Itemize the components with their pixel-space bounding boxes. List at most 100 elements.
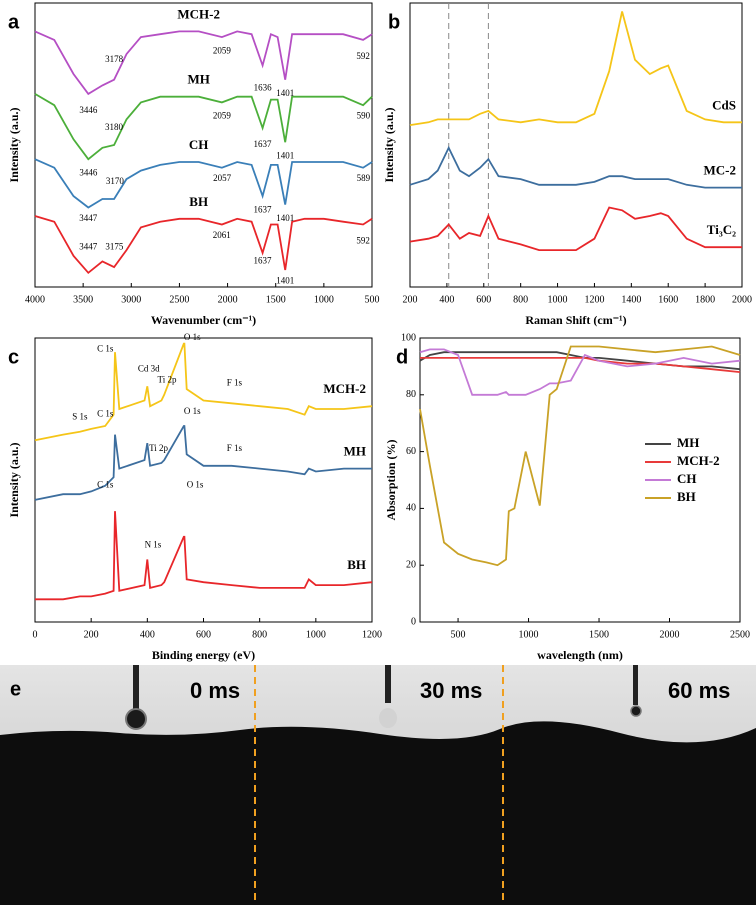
- series-label: MH: [187, 72, 209, 87]
- chart-panel: c 0 200 400 600 800 1000 1200 Binding energy (eV…: [7, 332, 382, 662]
- peak-label: 3447: [79, 213, 98, 223]
- series-line: [34, 93, 373, 161]
- plot-frame: [409, 2, 743, 288]
- peak-label: 2061: [213, 230, 231, 240]
- peak-label: C 1s: [97, 409, 114, 419]
- peak-label: 3180: [105, 122, 124, 132]
- peak-label: 3175: [105, 241, 124, 251]
- x-tick-label: 600: [196, 629, 211, 640]
- peak-label: 3178: [105, 54, 124, 64]
- chart-panel: b 200 400 600 800 1000 1200 1400 1600 1800 2000 Ram…: [382, 2, 752, 327]
- x-tick-label: 400: [140, 629, 155, 640]
- y-tick-label: 100: [401, 332, 416, 343]
- peak-label: S 1s: [72, 412, 88, 422]
- y-axis-title: Intensity (a.u.): [7, 442, 21, 517]
- frame-label: 30 ms: [420, 678, 482, 703]
- y-axis-title: Absorption (%): [384, 439, 398, 520]
- series-label: MCH-2: [323, 381, 366, 396]
- series-line: [409, 206, 742, 251]
- x-tick-label: 800: [513, 294, 528, 305]
- x-tick-label: 1600: [658, 294, 678, 305]
- panel-label: c: [8, 346, 19, 368]
- chart-panel: d 500 1000 1500 2000 2500 0 20 40 60 80 100 waveleng…: [384, 332, 750, 661]
- series-line: [34, 342, 373, 442]
- x-tick-label: 1200: [362, 629, 382, 640]
- needle: [385, 665, 391, 703]
- x-axis-title: Wavenumber (cm⁻¹): [151, 313, 256, 327]
- peak-label: O 1s: [187, 480, 204, 490]
- peak-label: 1636: [254, 82, 273, 92]
- frame-label: 60 ms: [668, 678, 730, 703]
- x-tick-label: 1200: [584, 294, 604, 305]
- x-tick-label: 800: [252, 629, 267, 640]
- series-line: [409, 145, 742, 189]
- peak-label: 1637: [254, 204, 273, 214]
- x-tick-label: 400: [439, 294, 454, 305]
- x-tick-label: 2000: [218, 294, 238, 305]
- peak-label: 2057: [213, 173, 232, 183]
- x-tick-label: 2000: [732, 294, 752, 305]
- x-tick-label: 1800: [695, 294, 715, 305]
- x-tick-label: 500: [451, 629, 466, 640]
- peak-label: 1637: [254, 139, 273, 149]
- legend-label: MH: [677, 435, 699, 450]
- series-label: MC-2: [704, 163, 737, 178]
- x-axis-title: Raman Shift (cm⁻¹): [525, 313, 626, 327]
- series-label: MCH-2: [177, 6, 220, 21]
- chart-panel: a 4000 3500 3000 2500 2000 1500 1000 500 Wavenumb…: [7, 2, 380, 327]
- series-line: [419, 351, 741, 371]
- peak-label: 2059: [213, 111, 232, 121]
- peak-label: F 1s: [227, 443, 243, 453]
- x-tick-label: 200: [403, 294, 418, 305]
- needle: [133, 665, 139, 710]
- series-line: [420, 357, 741, 373]
- y-tick-label: 20: [406, 559, 416, 570]
- y-axis-title: Intensity (a.u.): [7, 107, 21, 182]
- y-axis-title: Intensity (a.u.): [382, 107, 396, 182]
- peak-label: 1401: [276, 275, 294, 285]
- panel-label: e: [10, 678, 21, 700]
- peak-label: Ti 2p: [158, 375, 177, 385]
- peak-label: 1401: [276, 150, 294, 160]
- peak-label: Cd 3d: [138, 363, 160, 373]
- series-label: BH: [189, 194, 208, 209]
- x-tick-label: 500: [365, 294, 380, 305]
- droplet: [630, 705, 642, 717]
- plot-frame: [419, 337, 741, 623]
- peak-label: 3446: [79, 167, 98, 177]
- x-tick-label: 1000: [548, 294, 568, 305]
- series-line: [34, 215, 373, 275]
- y-tick-label: 60: [406, 446, 416, 457]
- peak-label: F 1s: [227, 378, 243, 388]
- x-tick-label: 1000: [519, 629, 539, 640]
- panel-label: a: [8, 11, 20, 33]
- x-axis-title: wavelength (nm): [537, 648, 623, 662]
- series-label: Ti₃C₂: [707, 222, 736, 237]
- series-line: [35, 511, 373, 601]
- peak-label: 589: [357, 173, 371, 183]
- peak-label: N 1s: [145, 539, 162, 549]
- y-tick-label: 40: [406, 503, 416, 514]
- peak-label: 1637: [254, 256, 273, 266]
- peak-label: O 1s: [184, 406, 201, 416]
- x-tick-label: 2500: [169, 294, 189, 305]
- y-tick-label: 80: [406, 389, 416, 400]
- x-tick-label: 2500: [730, 629, 750, 640]
- peak-label: 1401: [276, 88, 294, 98]
- series-line: [34, 425, 372, 501]
- needle: [633, 665, 638, 705]
- series-label: CH: [189, 137, 209, 152]
- peak-label: O 1s: [184, 332, 201, 342]
- peak-label: C 1s: [97, 480, 114, 490]
- peak-label: 1401: [276, 213, 294, 223]
- photo-panel: e 0 ms 30 ms 60 ms: [0, 665, 756, 905]
- peak-label: 590: [357, 111, 371, 121]
- peak-label: 3446: [79, 105, 98, 115]
- x-tick-label: 600: [476, 294, 491, 305]
- plot-frame: [34, 2, 373, 288]
- x-tick-label: 4000: [25, 294, 45, 305]
- droplet: [379, 708, 397, 728]
- series-label: MH: [344, 444, 366, 459]
- x-axis-title: Binding energy (eV): [152, 648, 255, 662]
